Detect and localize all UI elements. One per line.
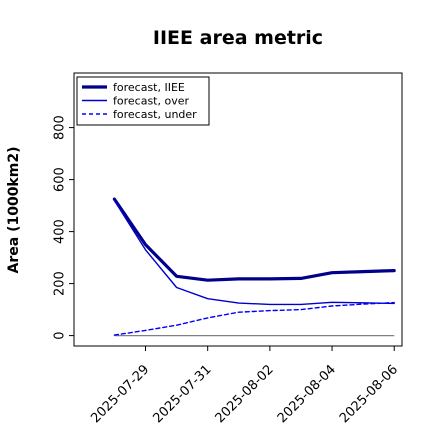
legend-label-1: forecast, over <box>113 95 189 108</box>
x-tick-label: 2025-08-04 <box>275 362 339 426</box>
series-group <box>112 197 396 337</box>
plot-frame <box>73 72 403 347</box>
y-tick-label: 800 <box>53 115 68 140</box>
series-line-1 <box>113 199 395 306</box>
y-tick-label: 600 <box>53 167 68 192</box>
y-tick-label: 0 <box>53 331 68 339</box>
chart-title: IIEE area metric <box>153 27 323 49</box>
x-axis: 2025-07-292025-07-312025-08-022025-08-04… <box>88 346 401 426</box>
y-tick-label: 200 <box>53 271 68 296</box>
y-axis-label: Area (1000km2) <box>6 147 22 274</box>
legend-label-2: forecast, under <box>113 108 197 121</box>
x-tick-label: 2025-08-06 <box>337 362 401 426</box>
x-tick-label: 2025-07-29 <box>88 362 152 426</box>
x-tick-label: 2025-08-02 <box>213 362 277 426</box>
series-line-2 <box>113 301 395 336</box>
legend-label-0: forecast, IIEE <box>113 81 185 94</box>
x-tick-label: 2025-07-31 <box>150 362 214 426</box>
y-axis: 0 200 400 600 800 <box>53 115 74 340</box>
y-tick-label: 400 <box>53 219 68 244</box>
series-line-0 <box>112 197 396 282</box>
